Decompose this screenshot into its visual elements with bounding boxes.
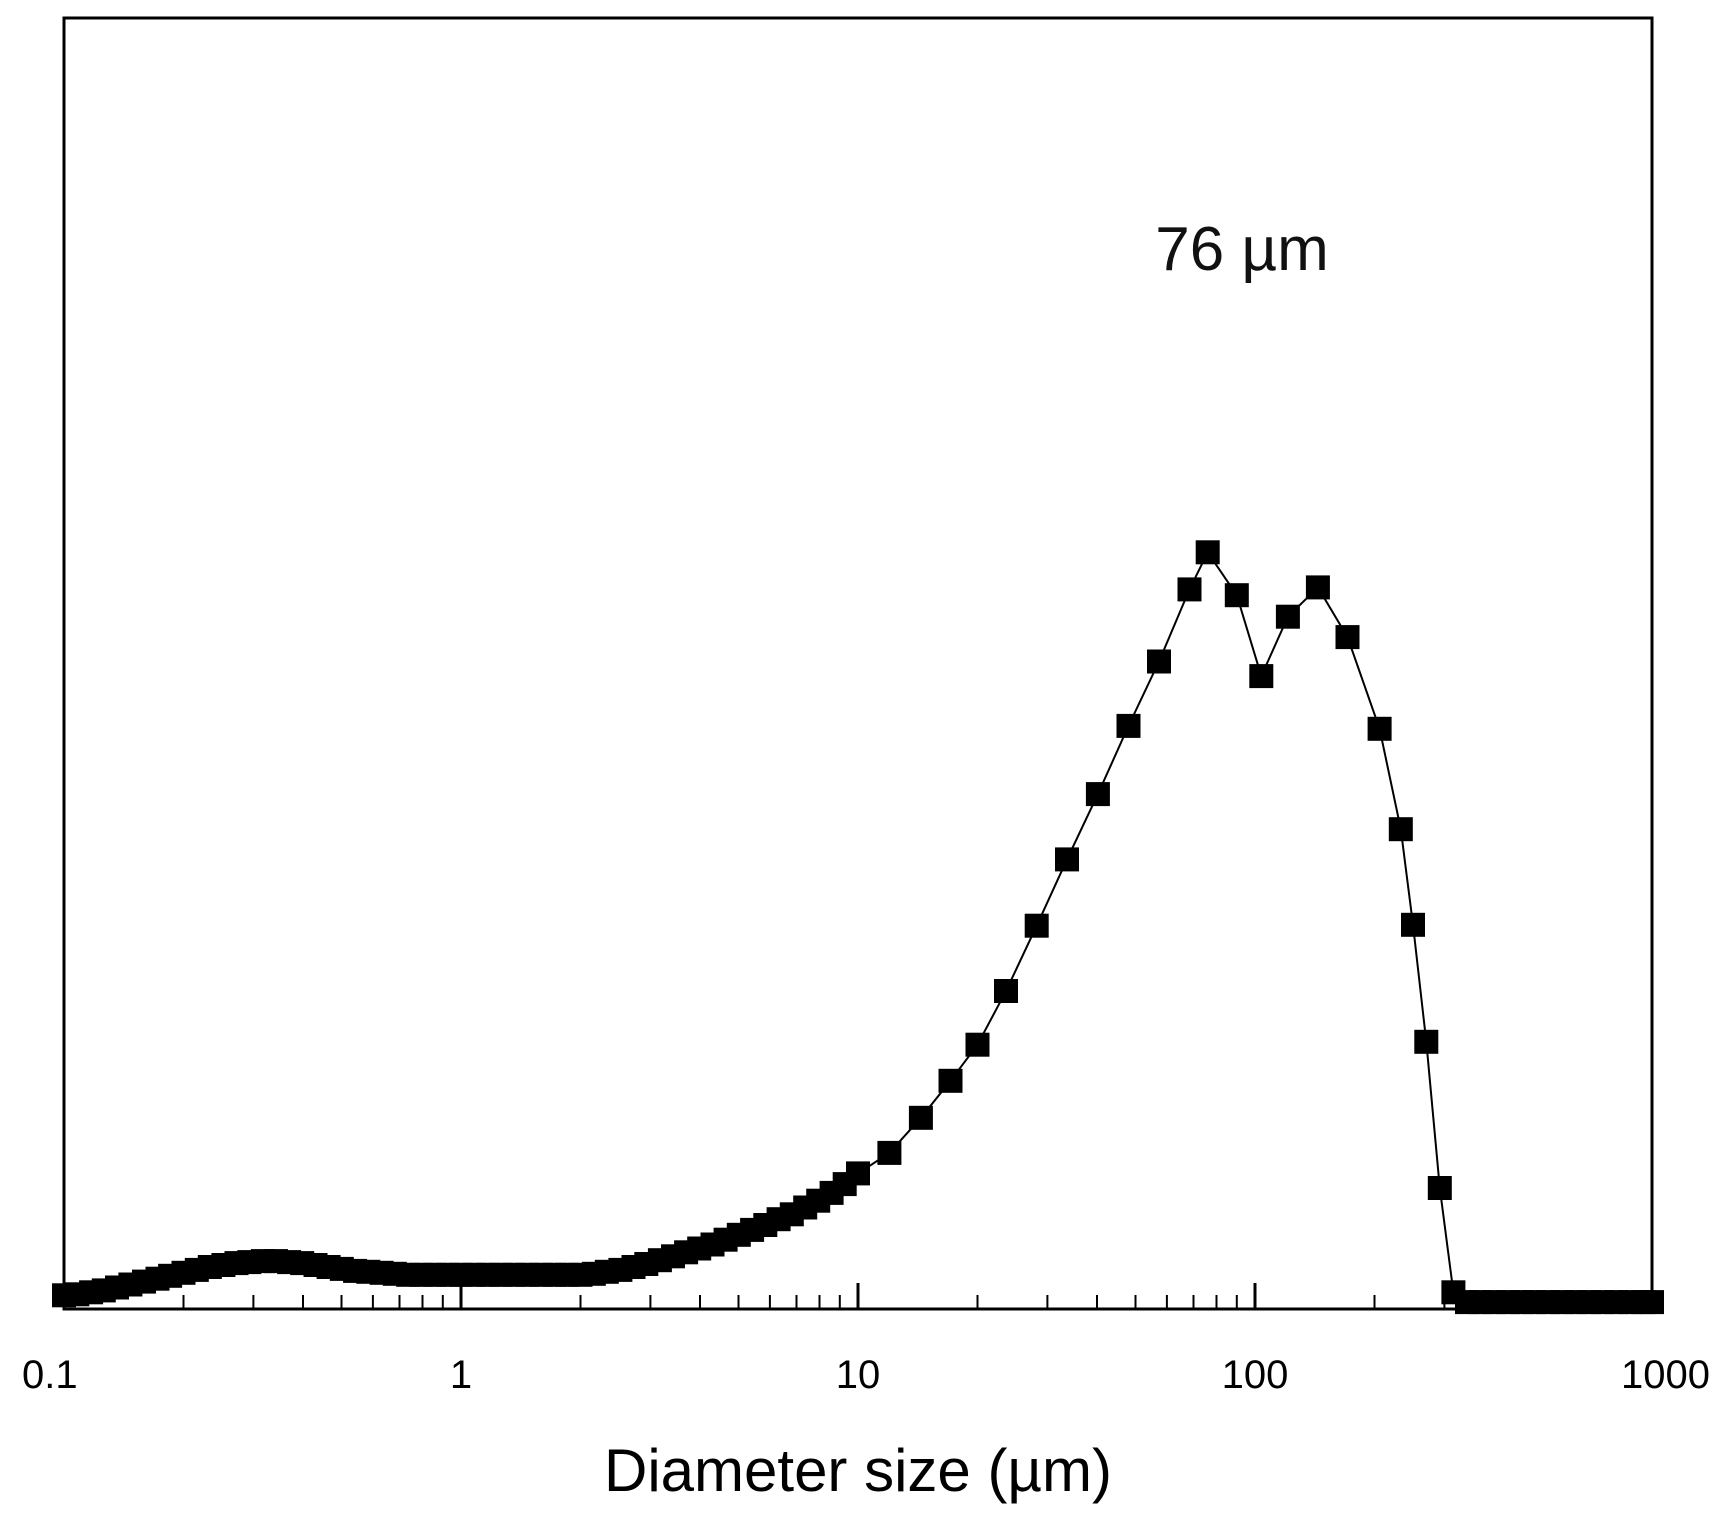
data-point bbox=[877, 1140, 902, 1165]
data-point bbox=[1305, 575, 1330, 600]
data-point bbox=[1116, 713, 1141, 738]
data-point bbox=[938, 1068, 963, 1093]
plot-frame bbox=[62, 16, 1654, 1311]
series-markers bbox=[52, 540, 1664, 1315]
x-axis-ticks bbox=[62, 1283, 1654, 1309]
data-point bbox=[908, 1105, 933, 1130]
x-tick-label: 100 bbox=[1222, 1353, 1289, 1397]
data-point bbox=[1024, 913, 1049, 938]
x-tick-label: 1 bbox=[450, 1353, 472, 1397]
data-point bbox=[1335, 625, 1360, 650]
data-point bbox=[1401, 912, 1425, 937]
x-axis-tick-labels: 0.1 1 10 100 1000 bbox=[22, 1353, 1710, 1397]
x-tick-label: 10 bbox=[836, 1353, 881, 1397]
data-point bbox=[846, 1161, 870, 1186]
data-point bbox=[994, 979, 1018, 1003]
data-point bbox=[1177, 577, 1202, 602]
data-point bbox=[1085, 782, 1110, 807]
x-tick-label: 0.1 bbox=[22, 1353, 78, 1397]
data-point bbox=[1388, 817, 1413, 842]
data-point bbox=[1249, 664, 1274, 689]
data-point bbox=[1275, 604, 1300, 629]
data-point bbox=[1224, 583, 1249, 608]
data-point bbox=[965, 1032, 990, 1057]
data-point bbox=[1195, 540, 1220, 565]
x-axis-title: Diameter size (µm) bbox=[604, 1437, 1112, 1504]
data-point bbox=[1640, 1290, 1664, 1315]
data-point bbox=[1427, 1176, 1452, 1200]
x-tick-label: 1000 bbox=[1621, 1353, 1710, 1397]
data-point bbox=[1147, 649, 1171, 674]
data-point bbox=[1414, 1029, 1439, 1054]
data-point bbox=[1367, 716, 1392, 741]
data-point bbox=[1055, 847, 1079, 872]
peak-annotation: 76 µm bbox=[1155, 215, 1329, 284]
